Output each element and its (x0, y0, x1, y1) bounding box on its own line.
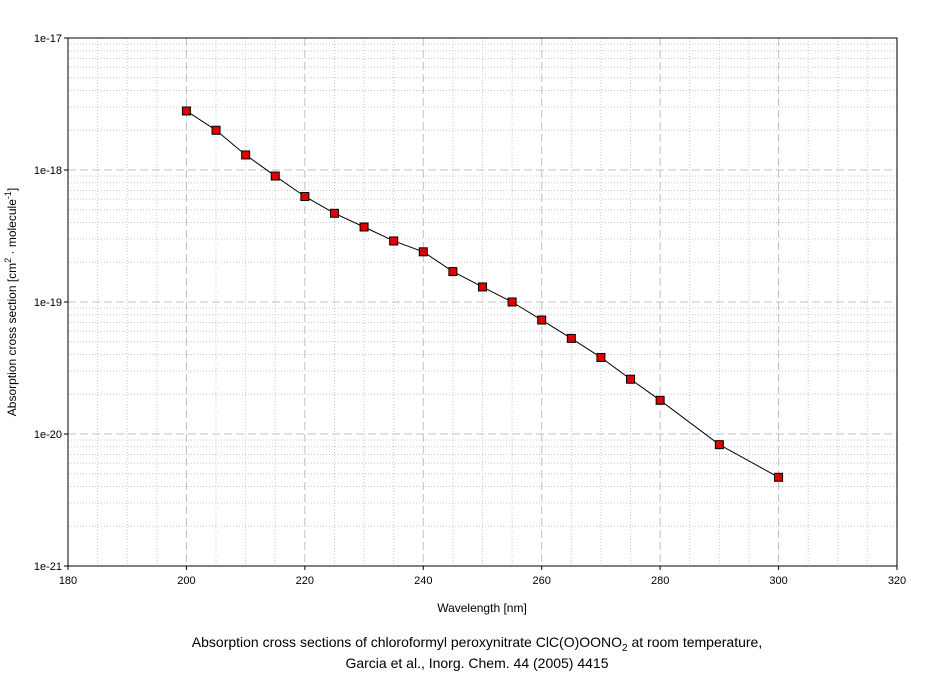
data-point (300, 191, 310, 201)
data-point (655, 395, 665, 405)
y-axis-label-suffix: ] (5, 188, 19, 191)
x-tick-label: 240 (414, 575, 432, 587)
y-tick-label: 1e-20 (34, 429, 62, 441)
y-tick-label: 1e-18 (34, 165, 62, 177)
grid-layer (68, 38, 897, 566)
data-point (359, 222, 369, 232)
marker-layer (181, 106, 784, 482)
data-point (211, 125, 221, 135)
caption-line-1-prefix: Absorption cross sections of chloroformy… (192, 634, 622, 650)
tick-layer: 180 200 220 240 260 280 300 320 1e-21 1e-20 1e-19 1… (34, 33, 906, 587)
data-point (774, 472, 784, 482)
y-tick-label: 1e-21 (34, 561, 62, 573)
data-point (566, 333, 576, 343)
data-point (270, 171, 280, 181)
x-tick-label: 260 (533, 575, 551, 587)
data-point (507, 297, 517, 307)
data-point (389, 236, 399, 246)
x-tick-label: 320 (888, 575, 906, 587)
data-point (241, 150, 251, 160)
y-axis-label-middle: · molecule (5, 199, 19, 258)
x-tick-label: 220 (296, 575, 314, 587)
y-axis-label-sup2: -1 (3, 191, 13, 199)
data-point (626, 374, 636, 384)
y-tick-label: 1e-17 (34, 33, 62, 45)
data-point (181, 106, 191, 116)
y-tick-label: 1e-19 (34, 297, 62, 309)
data-point (478, 282, 487, 292)
y-axis-label-sup1: 2 (3, 258, 13, 263)
data-point (329, 208, 339, 218)
data-point (537, 315, 547, 325)
data-point (448, 267, 458, 277)
caption-line-1-sub: 2 (622, 643, 628, 654)
data-point (418, 247, 428, 257)
caption-line-1-suffix: at room temperature, (628, 634, 763, 650)
x-tick-label: 200 (177, 575, 195, 587)
x-axis-label: Wavelength [nm] (437, 601, 527, 615)
caption-line-2: Garcia et al., Inorg. Chem. 44 (2005) 44… (345, 655, 608, 671)
data-point (714, 440, 724, 450)
x-tick-label: 300 (769, 575, 787, 587)
caption-line-1: Absorption cross sections of chloroformy… (192, 634, 762, 654)
y-axis-label-prefix: Absorption cross section [cm (5, 263, 19, 416)
y-axis-label: Absorption cross section [cm2 · molecule… (3, 188, 19, 416)
data-point (596, 352, 606, 362)
x-tick-label: 180 (59, 575, 77, 587)
x-tick-label: 280 (651, 575, 669, 587)
